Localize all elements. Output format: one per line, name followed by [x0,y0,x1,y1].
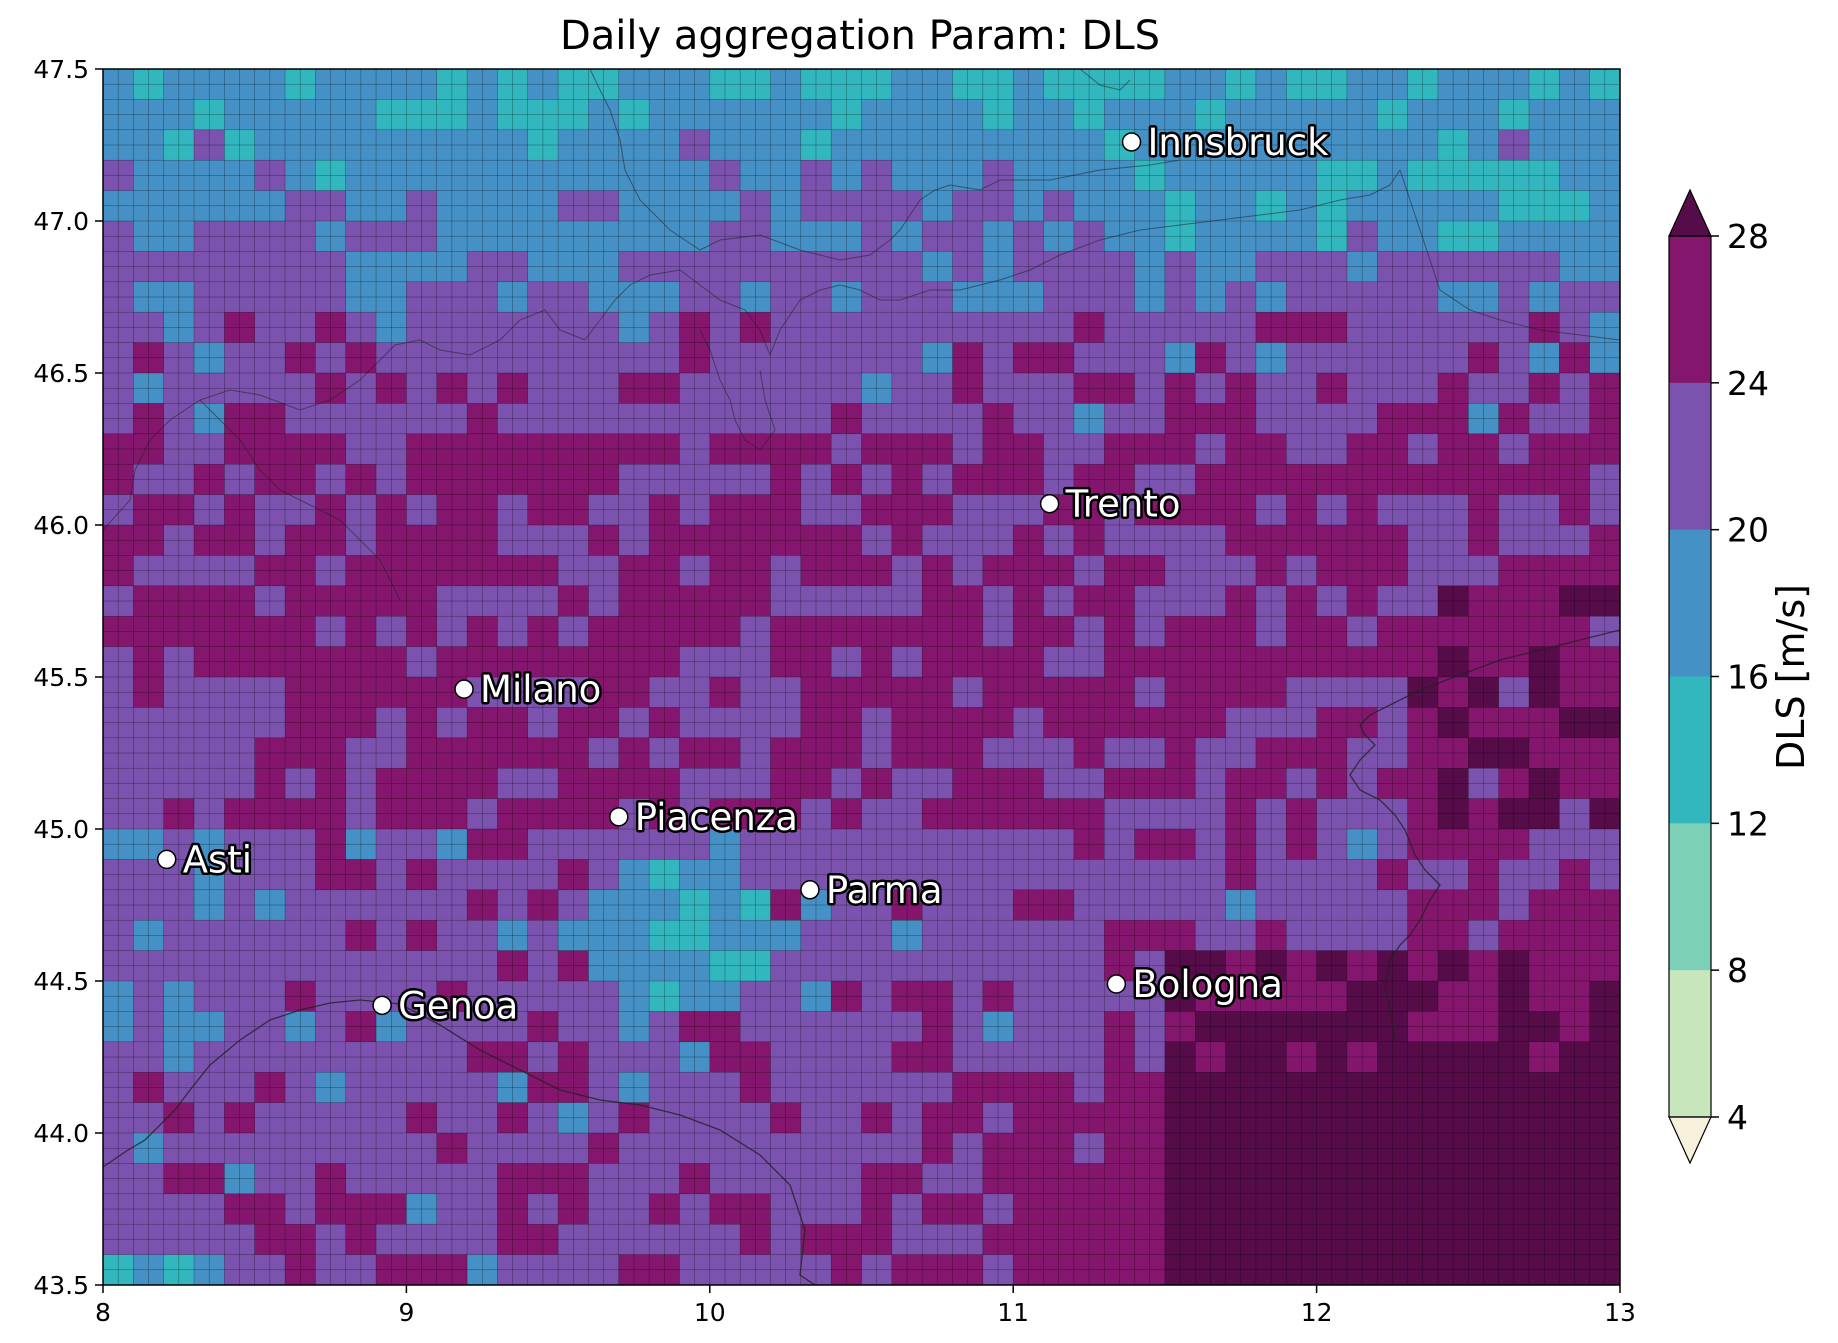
colorbar-tick-label: 28 [1727,217,1769,256]
x-tick-label: 9 [398,1298,414,1327]
city-label: Parma [826,869,943,912]
x-tick-label: 8 [95,1298,111,1327]
city-label: Bologna [1132,963,1283,1006]
colorbar-segment [1669,382,1711,531]
grid-lines [103,69,1620,1285]
city-marker [156,849,177,870]
colorbar-tick-label: 8 [1727,951,1748,990]
y-axis-ticks: 43.5 44.0 44.5 45.0 45.5 46.0 46.5 47.0 47.5 [33,55,103,1300]
coastlines-and-borders [103,69,1620,1285]
colorbar-tick-label: 16 [1727,658,1769,697]
national-border [199,399,401,601]
city-marker [454,679,474,699]
colorbar: 4 8 12 16 20 24 28 [1668,188,1769,1165]
y-tick-label: 44.0 [33,1119,89,1148]
y-tick-label: 45.5 [33,663,89,692]
city-marker [1121,132,1142,152]
adriatic-coastline [1349,629,1620,1041]
y-tick-label: 47.5 [33,55,89,84]
national-border [103,169,1401,531]
map-area: Innsbruck Trento Milano Piacenza Asti Parma Bo… [103,69,1620,1285]
national-border [1079,69,1131,91]
city-markers: Innsbruck Trento Milano Piacenza Asti Parma Bo… [156,118,1332,1030]
x-tick-label: 10 [694,1298,726,1327]
city-marker [800,880,820,900]
national-border [699,329,776,451]
y-tick-label: 45.0 [33,815,89,844]
y-tick-label: 47.0 [33,207,89,236]
colorbar-segment [1669,823,1711,971]
city-label: Genoa [398,984,518,1027]
colorbar-segment [1669,676,1711,824]
y-tick-label: 43.5 [33,1271,89,1300]
city-marker [609,807,629,827]
x-tick-label: 11 [997,1298,1029,1327]
colorbar-segment [1669,236,1711,384]
national-border [1399,169,1620,341]
x-tick-label: 12 [1301,1298,1333,1327]
y-tick-label: 44.5 [33,967,89,996]
x-tick-label: 13 [1604,1298,1636,1327]
colorbar-label: DLS [m/s] [1769,584,1813,770]
colorbar-extend-min [1668,1116,1712,1165]
city-label: Asti [183,838,252,881]
colorbar-tick-label: 24 [1727,364,1769,403]
city-label: Piacenza [635,796,798,839]
city-label: Milano [480,668,601,711]
colorbar-tick-label: 12 [1727,804,1769,843]
city-label: Innsbruck [1148,121,1330,164]
colorbar-tick-label: 4 [1727,1098,1748,1137]
national-border [589,69,1181,261]
y-tick-label: 46.0 [33,511,89,540]
colorbar-tick-label: 20 [1727,511,1769,550]
city-marker [1106,974,1127,994]
y-tick-label: 46.5 [33,359,89,388]
city-marker [1039,493,1060,514]
city-marker [372,995,392,1016]
colorbar-segment [1669,970,1711,1118]
x-axis-ticks: 8 9 10 11 12 13 [95,1285,1636,1327]
colorbar-segment [1669,529,1711,677]
ligurian-coastline [103,999,816,1285]
chart-title: Daily aggregation Param: DLS [560,13,1160,59]
city-label: Trento [1065,483,1181,526]
colorbar-extend-max [1668,188,1712,237]
